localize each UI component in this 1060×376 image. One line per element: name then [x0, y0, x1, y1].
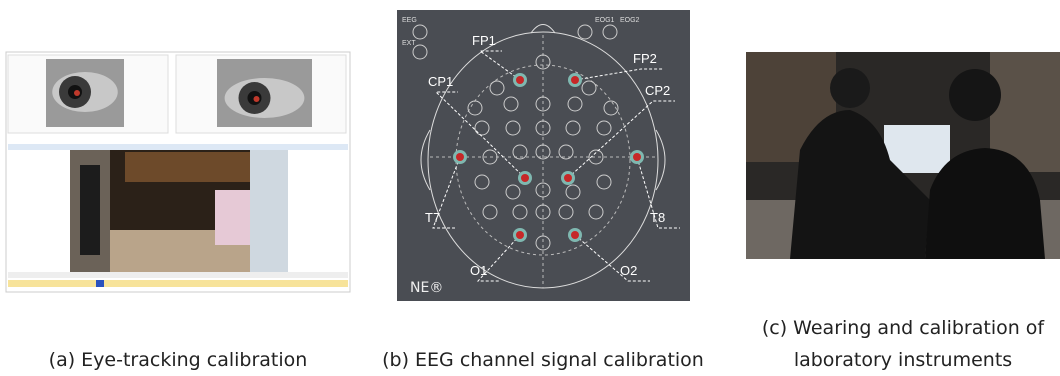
channel-dot — [633, 153, 641, 161]
side-label: EXT — [402, 40, 416, 47]
status-marker — [96, 280, 104, 287]
head-right — [949, 69, 1001, 121]
channel-dot — [564, 174, 572, 182]
channel-dot — [571, 231, 579, 239]
channel-label: FP2 — [633, 51, 657, 66]
caption-c: laboratory instruments — [794, 349, 1012, 371]
logo: NE® — [410, 280, 443, 296]
page: {"panels": [ {"caption": "(a) Eye-tracki… — [0, 0, 1060, 376]
scene-sign — [80, 165, 100, 255]
status-bar — [8, 272, 348, 278]
figure: (a) Eye-tracking calibration FP1 FP2 CP1 CP2… — [0, 0, 1060, 376]
channel-label: T8 — [650, 210, 665, 225]
channel-dot — [516, 76, 524, 84]
status-row — [8, 280, 348, 287]
caption-c: (c) Wearing and calibration of — [762, 317, 1046, 339]
scene-shop — [215, 190, 250, 245]
channel-label: CP2 — [645, 83, 670, 98]
channel-dot — [521, 174, 529, 182]
channel-label: O2 — [620, 263, 637, 278]
side-label: EOG1 — [595, 17, 615, 24]
caption-a: (a) Eye-tracking calibration — [49, 349, 308, 371]
body: (a) Eye-tracking calibration FP1 FP2 CP1 CP2… — [0, 0, 1060, 376]
gaze-dot — [254, 96, 260, 102]
head-left — [830, 68, 870, 108]
scene-lights — [125, 152, 250, 182]
side-label: EOG2 — [620, 17, 640, 24]
channel-dot — [456, 153, 464, 161]
scene-bar — [8, 144, 348, 150]
scene-right — [250, 150, 288, 272]
channel-label: T7 — [425, 210, 440, 225]
gaze-dot — [74, 90, 80, 96]
channel-label: FP1 — [472, 33, 496, 48]
channel-dot — [571, 76, 579, 84]
caption-b: (b) EEG channel signal calibration — [382, 349, 704, 371]
channel-label: CP1 — [428, 74, 453, 89]
channel-label: O1 — [470, 263, 487, 278]
channel-dot — [516, 231, 524, 239]
side-label: EEG — [402, 17, 417, 24]
